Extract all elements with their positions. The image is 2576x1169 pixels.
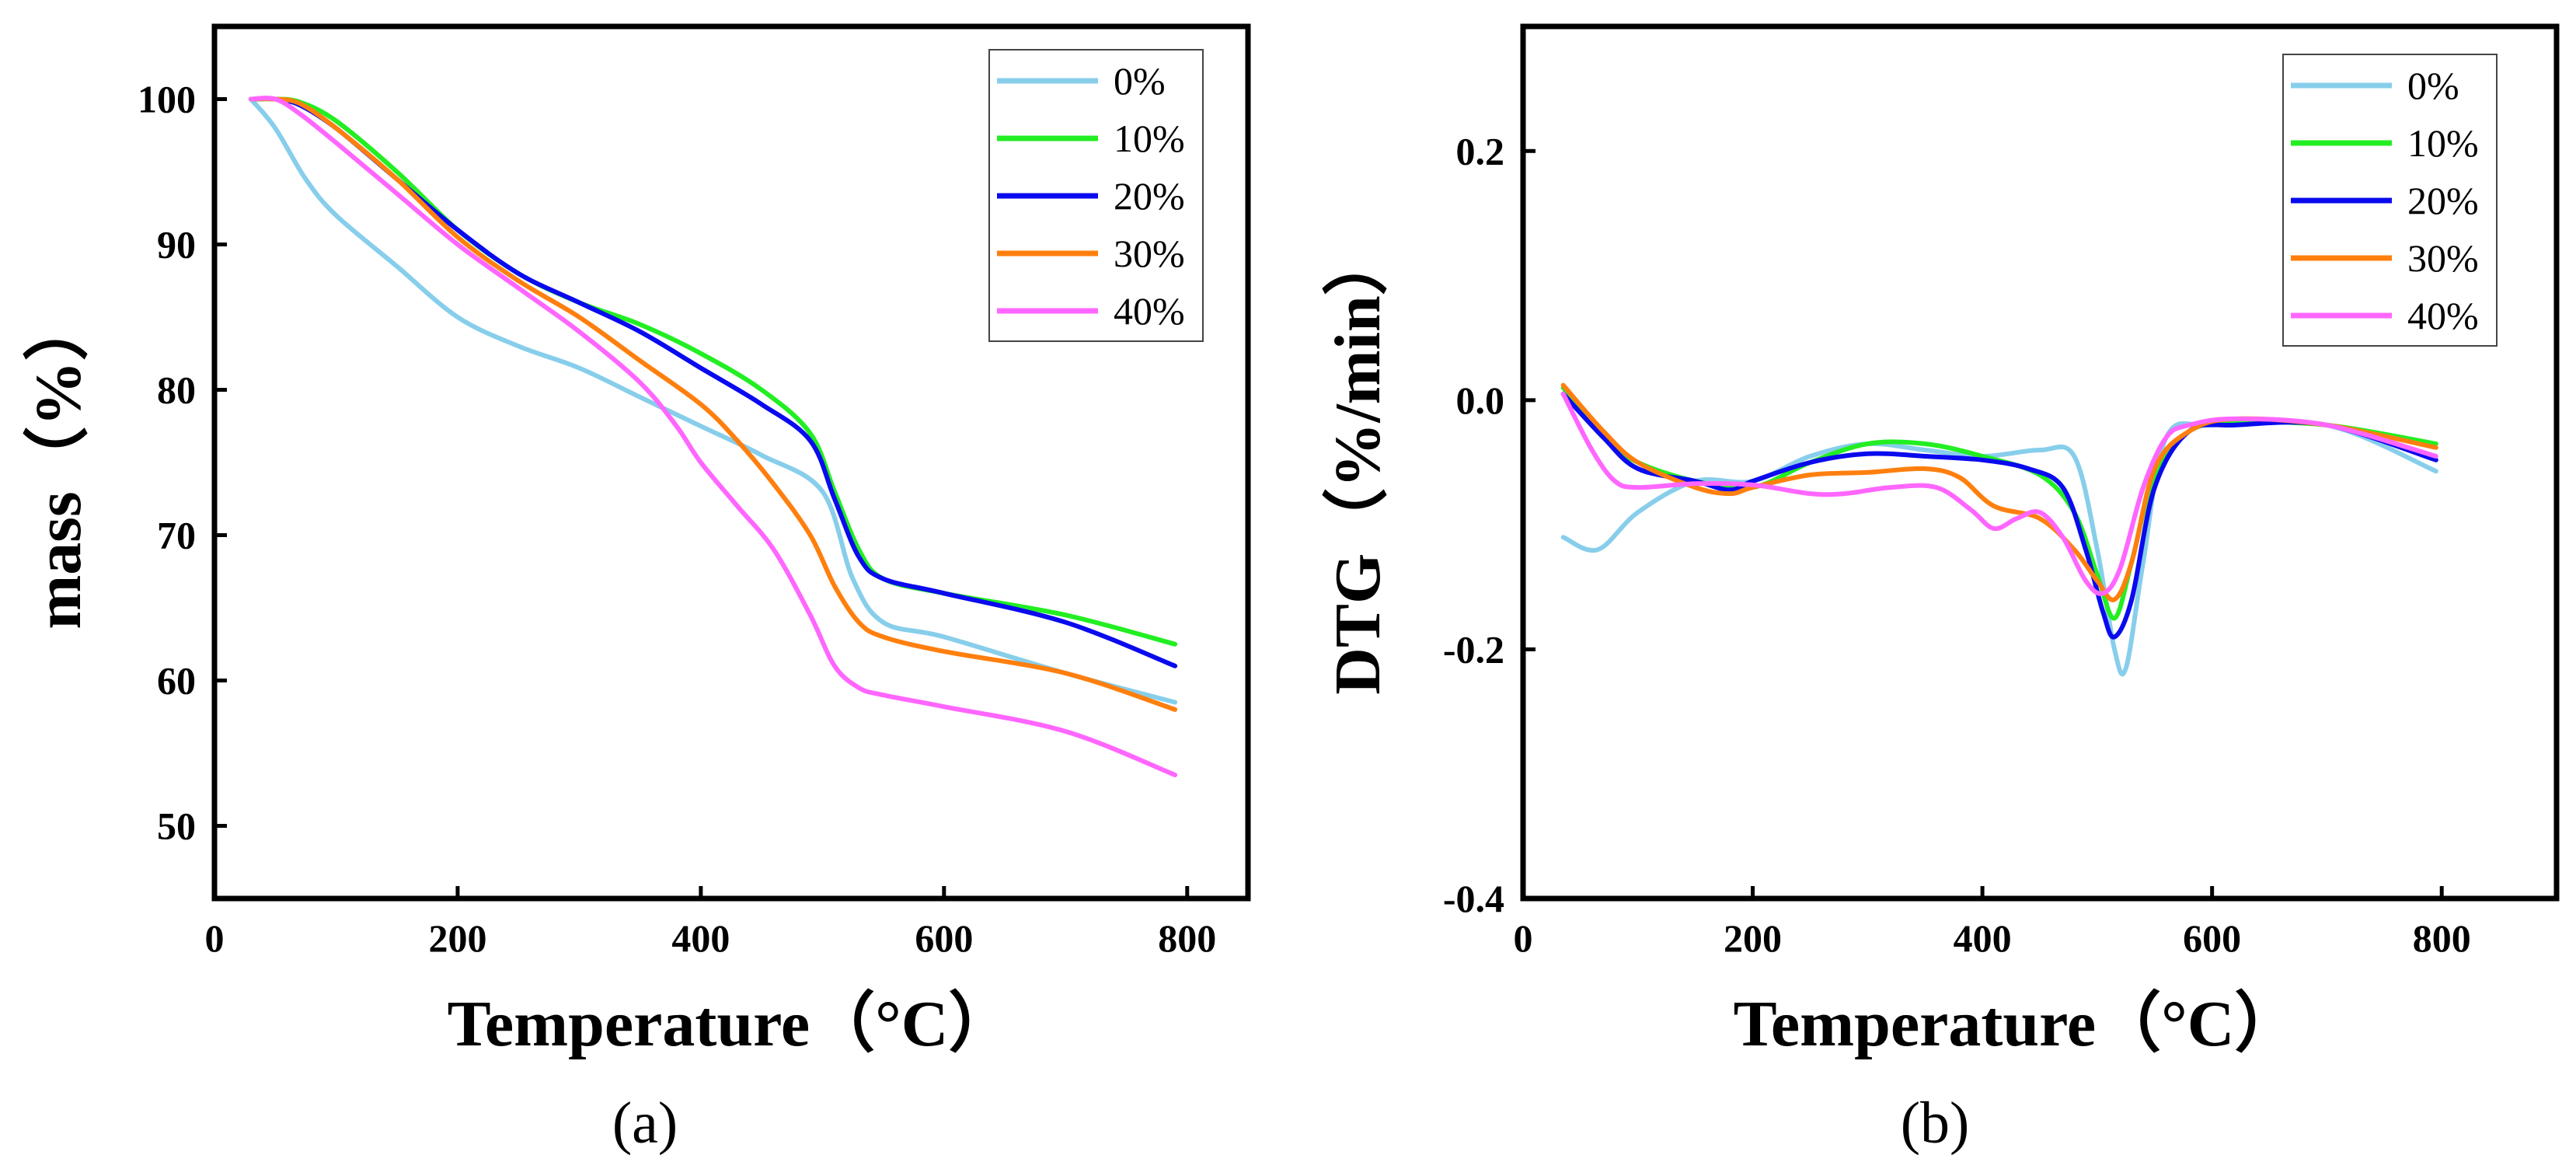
panel-a-label: (a): [612, 1090, 678, 1156]
legend-label: 30%: [1114, 232, 1185, 275]
y-tick-label: 60: [157, 659, 196, 703]
x-tick-label: 400: [1954, 916, 2012, 960]
y-tick-label: -0.4: [1443, 877, 1504, 920]
panel-a-x-axis-title: Temperature（°C）: [448, 988, 1014, 1060]
panel-a-plot-frame: [211, 23, 1251, 902]
x-tick-label: 0: [1514, 916, 1533, 960]
y-tick-label: 70: [157, 514, 196, 557]
y-tick-label: 80: [157, 368, 196, 412]
y-tick-label: 100: [138, 78, 196, 121]
x-tick-label: 200: [1724, 916, 1782, 960]
panel-a-y-axis-title: mass（%）: [23, 295, 95, 629]
legend-label: 0%: [2407, 64, 2459, 107]
legend-label: 20%: [2407, 179, 2479, 222]
x-tick-label: 200: [428, 916, 486, 960]
panel-b-series: [1560, 382, 2438, 677]
x-tick-label: 0: [205, 916, 225, 960]
x-tick-label: 800: [1158, 916, 1216, 960]
series-line-40pct: [248, 96, 1178, 777]
x-tick-label: 600: [915, 916, 973, 960]
y-tick-label: 90: [157, 223, 196, 267]
legend-label: 0%: [1114, 59, 1166, 103]
y-tick-label: -0.2: [1443, 627, 1504, 671]
panel-a-legend: 0% 10% 20% 30% 40%: [988, 49, 1204, 342]
legend-label: 40%: [2407, 294, 2479, 337]
panel-b-dtg-chart: 0 200 400 600 800 -0.4 -0.2 0.0 0.2 0% 10% 20% 30% 4…: [1322, 23, 2560, 1156]
legend-label: 20%: [1114, 174, 1185, 218]
y-tick-label: 0.0: [1456, 379, 1505, 422]
series-line-20pct: [1560, 391, 2438, 640]
series-line-30pct: [248, 96, 1178, 712]
y-tick-label: 50: [157, 804, 196, 848]
panel-b-plot-frame: [1520, 23, 2560, 902]
legend-label: 40%: [1114, 289, 1185, 333]
series-line-30pct: [1560, 382, 2438, 602]
y-tick-label: 0.2: [1456, 129, 1505, 173]
series-line-0pct: [1560, 418, 2438, 677]
x-tick-label: 600: [2183, 916, 2241, 960]
x-tick-label: 400: [671, 916, 730, 960]
panel-b-y-axis-title: DTG（%/min）: [1322, 230, 1394, 694]
series-line-40pct: [1560, 391, 2438, 596]
panel-a-series: [248, 96, 1178, 777]
panel-b-label: (b): [1901, 1090, 1970, 1156]
legend-label: 30%: [2407, 236, 2479, 280]
x-tick-label: 800: [2413, 916, 2471, 960]
panel-b-ticks: 0 200 400 600 800 -0.4 -0.2 0.0 0.2: [1443, 129, 2471, 960]
panel-a-mass-chart: 0 200 400 600 800 50 60 70 80 90 100 0% 10% 20% 30% 40…: [23, 23, 1251, 1156]
legend-label: 10%: [2407, 121, 2479, 165]
panel-b-x-axis-title: Temperature（°C）: [1734, 988, 2300, 1060]
panel-a-ticks: 0 200 400 600 800 50 60 70 80 90 100: [138, 78, 1216, 961]
panel-b-legend: 0% 10% 20% 30% 40%: [2282, 54, 2498, 347]
legend-label: 10%: [1114, 117, 1185, 160]
